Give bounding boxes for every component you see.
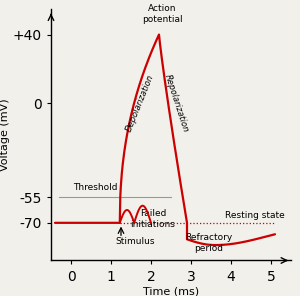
Text: Action
potential: Action potential (142, 4, 182, 24)
Text: Failed
initiations: Failed initiations (130, 209, 176, 229)
Text: Repolarization: Repolarization (163, 73, 190, 133)
Text: Threshold: Threshold (73, 183, 118, 192)
Text: Resting state: Resting state (225, 211, 285, 220)
Text: Refractory
period: Refractory period (185, 233, 232, 253)
Text: Stimulus: Stimulus (115, 237, 154, 245)
X-axis label: Time (ms): Time (ms) (143, 286, 199, 296)
Text: Depolarization: Depolarization (124, 73, 156, 133)
Y-axis label: Voltage (mV): Voltage (mV) (0, 98, 10, 171)
